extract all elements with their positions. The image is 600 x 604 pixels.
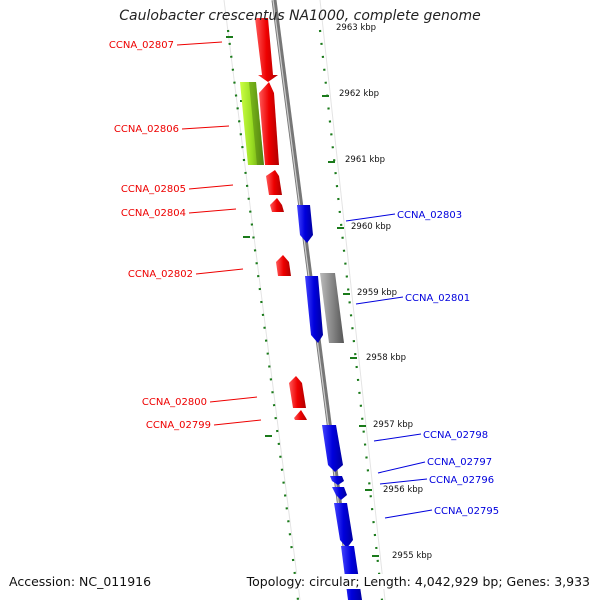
gene-ccna-02807-red xyxy=(255,18,278,82)
right-tick-track xyxy=(318,29,384,601)
gene-label-ccna-02804[interactable]: CCNA_02804 xyxy=(121,208,186,219)
gene-label-ccna-02796[interactable]: CCNA_02796 xyxy=(429,475,494,486)
gene-ccna-02800-red xyxy=(289,376,306,408)
connector-ccna-02802 xyxy=(195,268,244,275)
gene-ccna-02804-red xyxy=(270,198,284,212)
gene-label-ccna-02798[interactable]: CCNA_02798 xyxy=(423,430,488,441)
kbp-label-2958: 2958 kbp xyxy=(366,353,406,363)
connector-ccna-02807 xyxy=(176,41,223,46)
connector-ccna-02795 xyxy=(384,509,433,519)
gene-ccna-02795-blue xyxy=(334,503,353,548)
kbp-label-2962: 2962 kbp xyxy=(339,89,379,99)
gene-ccna-02799-red xyxy=(294,410,307,420)
kbp-label-2959: 2959 kbp xyxy=(357,288,397,298)
gene-highlight-green xyxy=(240,82,264,165)
gene-label-ccna-02806[interactable]: CCNA_02806 xyxy=(114,124,179,135)
gene-highlight-green-overlay xyxy=(249,82,264,165)
gene-label-ccna-02803[interactable]: CCNA_02803 xyxy=(397,210,462,221)
kbp-label-2961: 2961 kbp xyxy=(345,155,385,165)
gene-label-ccna-02800[interactable]: CCNA_02800 xyxy=(142,397,207,408)
gene-next-blue xyxy=(341,546,362,600)
connector-ccna-02798 xyxy=(373,433,422,442)
gene-label-ccna-02805[interactable]: CCNA_02805 xyxy=(121,184,186,195)
gene-ccna-02796-blue xyxy=(332,487,347,500)
gene-label-ccna-02801[interactable]: CCNA_02801 xyxy=(405,293,470,304)
gene-label-ccna-02807[interactable]: CCNA_02807 xyxy=(109,40,174,51)
major-ticks xyxy=(226,36,379,557)
gene-ccna-02806-red xyxy=(259,82,279,165)
connector-ccna-02801 xyxy=(355,296,404,305)
map-title: Caulobacter crescentus NA1000, complete … xyxy=(119,8,481,24)
connector-ccna-02800 xyxy=(209,396,258,403)
outer-guide-line xyxy=(223,0,301,601)
gene-ccna-02802-red xyxy=(276,255,291,276)
right-connectors xyxy=(345,213,433,519)
gene-ccna-02797-blue xyxy=(330,476,344,485)
left-tick-track xyxy=(226,29,300,601)
kbp-label-2963: 2963 kbp xyxy=(336,23,376,33)
gene-label-ccna-02795[interactable]: CCNA_02795 xyxy=(434,506,499,517)
kbp-label-2957: 2957 kbp xyxy=(373,420,413,430)
connector-ccna-02805 xyxy=(188,184,234,190)
gene-ccna-02801-blue xyxy=(305,276,323,343)
gene-label-ccna-02799[interactable]: CCNA_02799 xyxy=(146,420,211,431)
connector-ccna-02796 xyxy=(379,478,428,485)
left-connectors xyxy=(176,41,262,426)
gene-label-ccna-02802[interactable]: CCNA_02802 xyxy=(128,269,193,280)
connector-ccna-02803 xyxy=(345,213,396,222)
inner-guide-line xyxy=(319,0,386,601)
gene-ccna-02803-blue xyxy=(297,205,313,243)
gene-ccna-02798-blue xyxy=(322,425,343,472)
gene-label-ccna-02797[interactable]: CCNA_02797 xyxy=(427,457,492,468)
kbp-label-2956: 2956 kbp xyxy=(383,485,423,495)
gene-ccna-02801-gray xyxy=(320,273,344,343)
connector-ccna-02799 xyxy=(213,419,262,426)
connector-ccna-02797 xyxy=(377,461,426,474)
accession-text: Accession: NC_011916 xyxy=(7,574,154,589)
kbp-label-2960: 2960 kbp xyxy=(351,222,391,232)
gene-ccna-02805-red xyxy=(266,170,282,195)
connector-ccna-02806 xyxy=(181,125,230,130)
kbp-label-2955: 2955 kbp xyxy=(392,551,432,561)
connector-ccna-02804 xyxy=(188,208,237,214)
genome-summary-text: Topology: circular; Length: 4,042,929 bp… xyxy=(244,574,592,589)
